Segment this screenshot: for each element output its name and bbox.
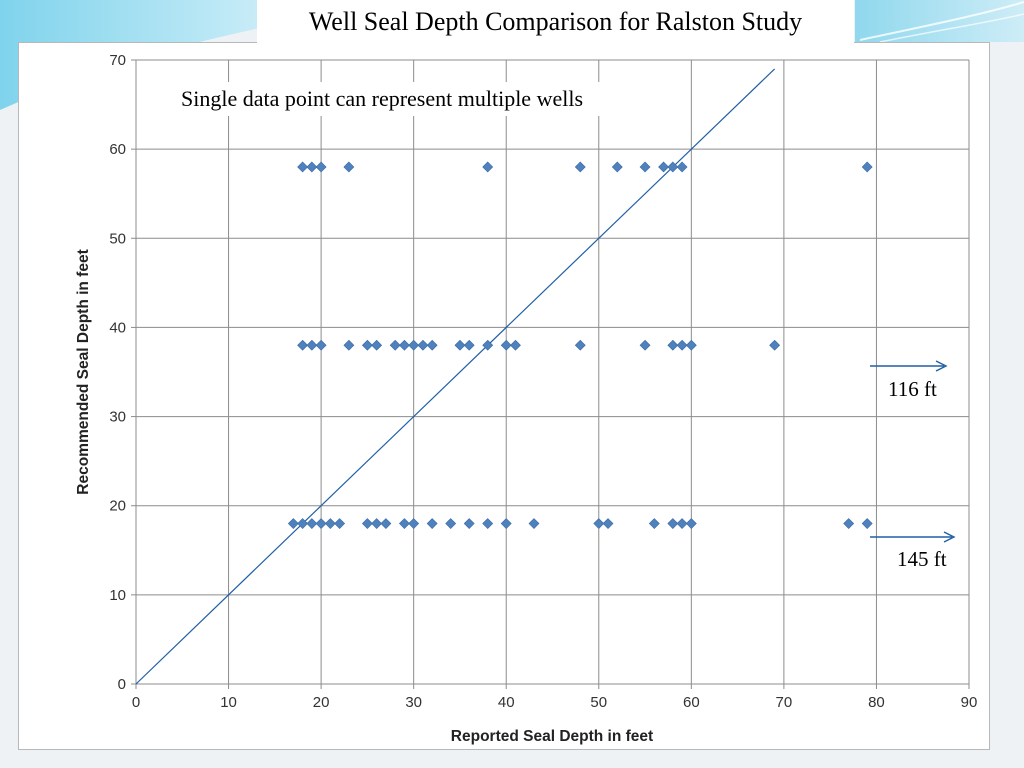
arrow-116ft	[870, 360, 948, 372]
axes	[131, 59, 970, 689]
data-point	[574, 161, 586, 173]
chart-area	[18, 42, 990, 750]
data-point	[371, 339, 383, 351]
data-point	[611, 161, 623, 173]
data-point	[769, 339, 781, 351]
data-point	[408, 518, 420, 529]
x-tick-label: 0	[132, 694, 140, 711]
data-point	[287, 518, 299, 529]
data-point	[648, 518, 660, 529]
data-point	[500, 518, 512, 529]
tick-labels: 0 10 20 30 40 50 60 70 80 90 0 10 20 30 40 50 60 70	[109, 52, 977, 711]
data-point	[297, 518, 309, 529]
data-point	[667, 161, 679, 173]
y-tick-label: 20	[109, 498, 126, 515]
y-tick-label: 40	[109, 319, 126, 336]
data-points	[287, 161, 873, 529]
x-axis-title: Reported Seal Depth in feet	[451, 728, 653, 745]
data-point	[676, 518, 688, 529]
y-axis-title: Recommended Seal Depth in feet	[75, 249, 92, 494]
data-point	[371, 518, 383, 529]
data-point	[426, 339, 438, 351]
reference-line	[135, 68, 776, 685]
data-point	[676, 161, 688, 173]
data-point	[297, 161, 309, 173]
data-point	[408, 339, 420, 351]
data-point	[667, 339, 679, 351]
y-tick-label: 30	[109, 409, 126, 426]
x-tick-label: 40	[498, 694, 515, 711]
data-point	[861, 518, 873, 529]
data-point	[380, 518, 392, 529]
data-point	[315, 161, 327, 173]
data-point	[315, 518, 327, 529]
data-point	[463, 339, 475, 351]
x-tick-label: 30	[405, 694, 422, 711]
annotation-116ft: 116 ft	[888, 377, 937, 401]
data-point	[306, 339, 318, 351]
data-point	[667, 518, 679, 529]
x-tick-label: 60	[683, 694, 700, 711]
arrow-145ft	[870, 531, 956, 543]
data-point	[426, 518, 438, 529]
data-point	[574, 339, 586, 351]
x-tick-label: 80	[868, 694, 885, 711]
data-point	[602, 518, 614, 529]
data-point	[861, 161, 873, 173]
x-tick-label: 90	[961, 694, 978, 711]
data-point	[306, 161, 318, 173]
data-point	[306, 518, 318, 529]
data-point	[658, 161, 669, 173]
data-point	[343, 339, 355, 351]
x-tick-label: 70	[776, 694, 793, 711]
data-point	[685, 518, 697, 529]
data-point	[463, 518, 475, 529]
data-point	[500, 339, 512, 351]
y-tick-label: 0	[118, 676, 126, 693]
x-tick-label: 50	[590, 694, 607, 711]
y-tick-label: 70	[109, 52, 126, 69]
data-point	[389, 339, 401, 351]
data-point	[417, 339, 429, 351]
data-point	[297, 339, 309, 351]
data-point	[676, 339, 688, 351]
data-point	[454, 339, 466, 351]
data-point	[639, 339, 651, 351]
data-point	[593, 518, 605, 529]
data-point	[510, 339, 521, 351]
data-point	[528, 518, 540, 529]
data-point	[334, 518, 346, 529]
y-tick-label: 60	[109, 141, 126, 158]
data-point	[398, 518, 410, 529]
x-tick-label: 10	[220, 694, 237, 711]
gridlines	[136, 59, 970, 684]
annotation-145ft: 145 ft	[897, 547, 947, 571]
y-tick-label: 50	[109, 230, 126, 247]
data-point	[482, 339, 494, 351]
data-point	[445, 518, 457, 529]
data-point	[482, 161, 494, 173]
data-point	[685, 339, 697, 351]
data-point	[639, 161, 651, 173]
multiple-wells-note: Single data point can represent multiple…	[181, 86, 583, 111]
reference-line-group	[135, 68, 776, 685]
note-background	[176, 82, 688, 116]
data-point	[361, 339, 373, 351]
x-tick-label: 20	[313, 694, 330, 711]
data-point	[843, 518, 855, 529]
data-point	[324, 518, 336, 529]
y-tick-label: 10	[109, 587, 126, 604]
data-point	[361, 518, 373, 529]
data-point	[482, 518, 494, 529]
slide-title: Well Seal Depth Comparison for Ralston S…	[257, 0, 854, 44]
data-point	[398, 339, 410, 351]
data-point	[315, 339, 327, 351]
data-point	[343, 161, 355, 173]
